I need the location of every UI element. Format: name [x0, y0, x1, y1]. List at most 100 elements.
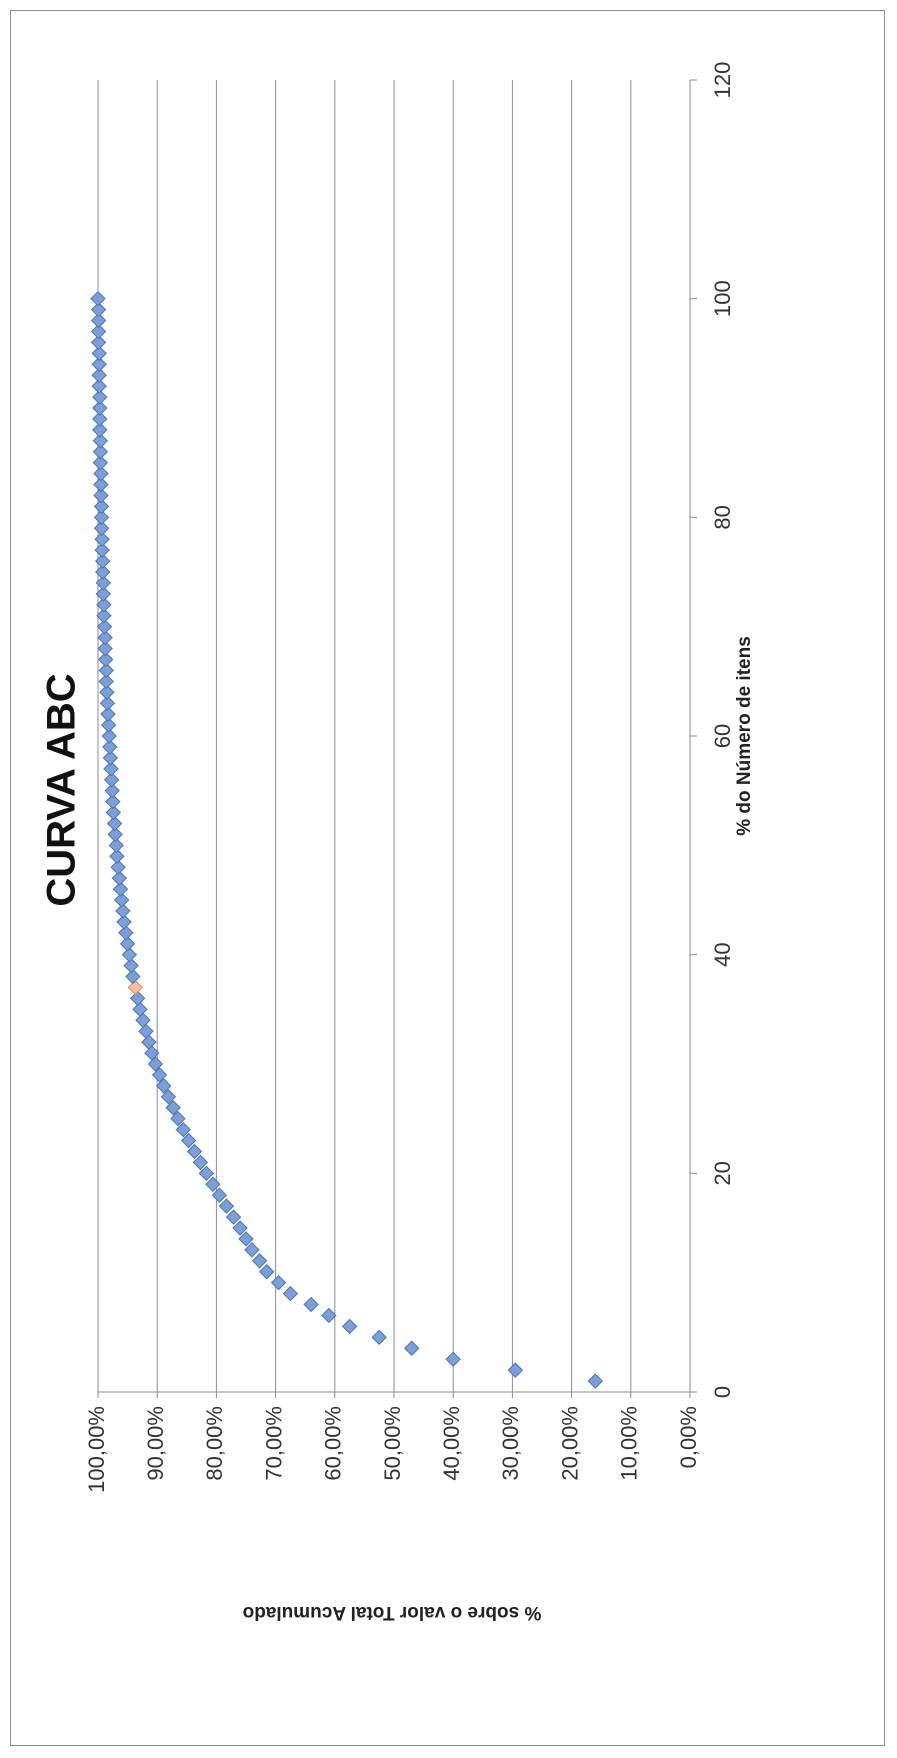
- data-point: [211, 1187, 228, 1203]
- data-point: [507, 1362, 524, 1378]
- y-tick-label: 10,00%: [617, 1406, 642, 1481]
- data-point: [107, 826, 123, 843]
- x-tick-label: 80: [710, 505, 735, 529]
- data-point: [587, 1373, 603, 1389]
- data-point: [132, 1001, 148, 1018]
- y-tick-label: 100,00%: [84, 1406, 109, 1493]
- data-point: [186, 1143, 203, 1160]
- x-tick-label: 120: [710, 62, 735, 99]
- data-point: [92, 389, 108, 405]
- data-point: [96, 608, 112, 624]
- data-point: [95, 586, 112, 602]
- highlight-data-point: [127, 979, 144, 996]
- data-point: [97, 651, 114, 668]
- data-point: [192, 1154, 209, 1171]
- data-point: [95, 575, 112, 591]
- data-point: [99, 684, 115, 700]
- data-point: [105, 804, 122, 821]
- data-point: [218, 1198, 235, 1214]
- data-point: [341, 1318, 358, 1335]
- data-point: [108, 837, 125, 854]
- chart-frame: [10, 10, 885, 1746]
- data-point: [90, 334, 107, 351]
- y-tick-label: 90,00%: [143, 1406, 168, 1481]
- data-point: [93, 498, 110, 515]
- data-point: [97, 629, 113, 646]
- data-point: [170, 1110, 186, 1127]
- data-point: [93, 520, 110, 536]
- data-point: [123, 957, 139, 974]
- data-point: [103, 772, 120, 788]
- data-point: [92, 454, 109, 471]
- data-point: [96, 597, 112, 613]
- data-point: [103, 761, 119, 777]
- data-point: [445, 1351, 461, 1367]
- y-tick-label: 50,00%: [380, 1406, 405, 1481]
- data-point: [244, 1242, 260, 1258]
- data-point: [175, 1121, 191, 1138]
- y-tick-label: 30,00%: [498, 1406, 523, 1481]
- data-point: [113, 892, 130, 908]
- data-point: [106, 815, 123, 832]
- data-point: [125, 968, 141, 985]
- data-point: [105, 793, 121, 810]
- data-point: [91, 345, 107, 362]
- data-point: [135, 1012, 151, 1028]
- data-point: [165, 1100, 181, 1116]
- data-point: [92, 422, 108, 438]
- data-point: [102, 739, 118, 755]
- data-point: [90, 323, 107, 340]
- data-point: [198, 1165, 215, 1182]
- x-tick-label: 0: [710, 1386, 735, 1398]
- data-point: [110, 859, 126, 875]
- x-tick-label: 20: [710, 1161, 735, 1185]
- y-axis-title: % sobre o valor Total Acumulado: [243, 1602, 542, 1623]
- data-point: [119, 936, 136, 952]
- x-tick-label: 100: [710, 280, 735, 317]
- data-point: [98, 662, 114, 679]
- x-tick-labels: 0 20 40 60 80 100 120: [690, 62, 735, 1398]
- data-point: [93, 487, 109, 504]
- data-point: [93, 476, 109, 493]
- data-point: [95, 553, 111, 569]
- data-point: [259, 1264, 275, 1280]
- data-point: [90, 290, 106, 307]
- data-point: [94, 531, 110, 547]
- data-point: [404, 1340, 420, 1356]
- data-point: [104, 782, 120, 799]
- chart-title: CURVA ABC: [40, 673, 84, 906]
- data-point: [91, 356, 107, 372]
- data-point: [96, 618, 113, 635]
- data-point: [109, 848, 125, 864]
- y-tick-labels: 0,00% 10,00% 20,00% 30,00% 40,00% 50,00% 60,00…: [84, 1392, 701, 1493]
- data-point: [303, 1296, 319, 1313]
- data-point: [100, 717, 117, 733]
- data-point: [270, 1274, 287, 1291]
- data-point: [91, 367, 107, 383]
- data-point: [93, 509, 110, 526]
- x-tick-label: 40: [710, 942, 735, 966]
- data-point: [102, 750, 119, 766]
- data-point: [92, 444, 109, 460]
- y-tick-label: 70,00%: [261, 1406, 286, 1481]
- x-axis-title: % do Número de itens: [734, 636, 755, 836]
- data-point: [121, 946, 138, 963]
- y-tick-label: 40,00%: [439, 1406, 464, 1481]
- data-point: [138, 1023, 154, 1039]
- data-point: [144, 1045, 160, 1061]
- data-point: [97, 640, 113, 657]
- data-point: [92, 400, 108, 416]
- data-point: [90, 312, 107, 329]
- data-point: [100, 706, 116, 722]
- data-point: [321, 1307, 337, 1324]
- data-point: [156, 1078, 172, 1094]
- data-point: [371, 1329, 387, 1346]
- data-point: [160, 1089, 177, 1105]
- data-point: [115, 903, 131, 919]
- data-point: [101, 728, 117, 744]
- data-point: [90, 301, 107, 318]
- data-point: [99, 695, 116, 711]
- y-tick-label: 0,00%: [676, 1406, 701, 1468]
- data-point: [92, 433, 109, 449]
